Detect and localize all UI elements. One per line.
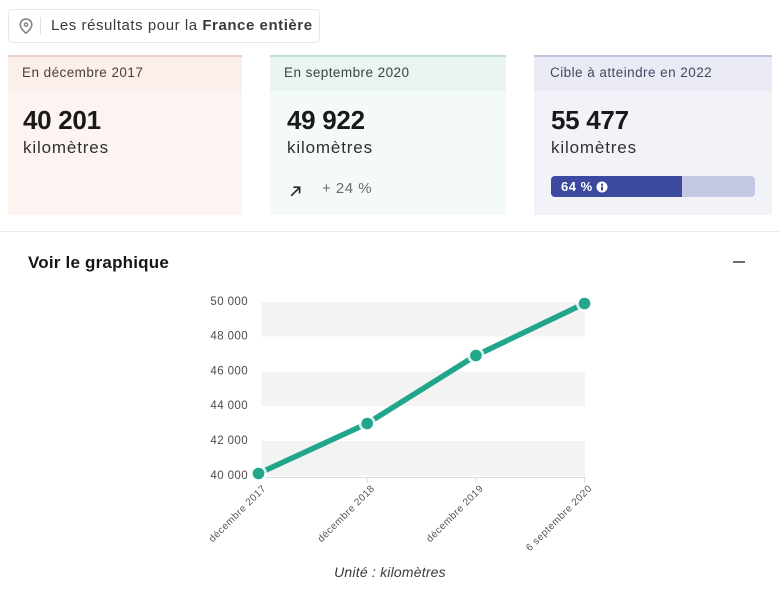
svg-text:42 000: 42 000 <box>210 435 248 447</box>
svg-text:44 000: 44 000 <box>210 400 248 412</box>
svg-text:40 000: 40 000 <box>210 470 248 482</box>
svg-text:48 000: 48 000 <box>210 331 248 343</box>
svg-text:50 000: 50 000 <box>210 296 248 308</box>
svg-text:décembre 2018: décembre 2018 <box>316 483 378 545</box>
svg-text:46 000: 46 000 <box>210 365 248 377</box>
svg-text:décembre 2019: décembre 2019 <box>425 483 487 545</box>
svg-text:décembre 2017: décembre 2017 <box>207 483 269 545</box>
svg-text:6 septembre 2020: 6 septembre 2020 <box>524 483 594 553</box>
